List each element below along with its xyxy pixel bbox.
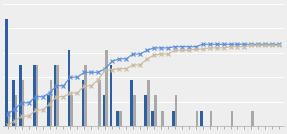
Bar <box>15 95 17 126</box>
Bar <box>200 111 203 126</box>
Bar <box>133 95 136 126</box>
Bar <box>36 65 38 126</box>
Bar <box>102 95 105 126</box>
Bar <box>151 111 154 126</box>
Bar <box>5 19 8 126</box>
Bar <box>196 111 198 126</box>
Bar <box>172 111 175 126</box>
Bar <box>47 95 50 126</box>
Bar <box>19 65 22 126</box>
Bar <box>12 80 15 126</box>
Bar <box>68 50 70 126</box>
Bar <box>130 80 133 126</box>
Bar <box>33 65 36 126</box>
Bar <box>57 65 59 126</box>
Bar <box>8 111 10 126</box>
Bar <box>161 111 164 126</box>
Bar <box>82 80 84 126</box>
Bar <box>175 95 177 126</box>
Bar <box>154 95 157 126</box>
Bar <box>70 95 73 126</box>
Bar <box>119 111 122 126</box>
Bar <box>117 111 119 126</box>
Bar <box>54 65 57 126</box>
Bar <box>147 80 150 126</box>
Bar <box>105 50 108 126</box>
Bar <box>84 65 87 126</box>
Bar <box>110 65 112 126</box>
Bar <box>144 95 147 126</box>
Bar <box>50 80 52 126</box>
Bar <box>98 80 101 126</box>
Bar <box>210 111 212 126</box>
Bar <box>22 80 24 126</box>
Bar <box>230 111 233 126</box>
Bar <box>251 111 254 126</box>
